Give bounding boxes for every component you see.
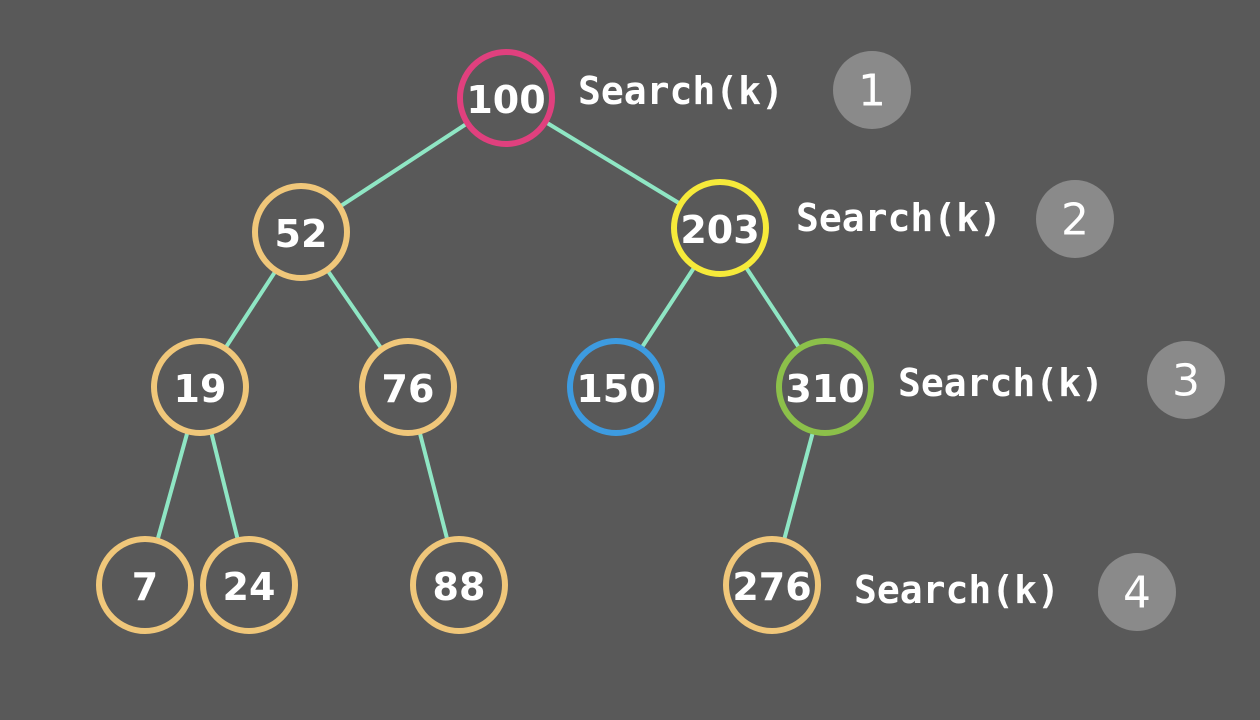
- step-badge: [1147, 341, 1225, 419]
- nodes: 100 52 203 19 76 150 310 7 24 88 276: [96, 49, 874, 634]
- search-step-4: Search(k) 4: [854, 553, 1176, 631]
- edge-n100-n203: [543, 119, 683, 207]
- search-label: Search(k): [578, 69, 784, 113]
- node-circle: [151, 338, 249, 436]
- node-label: 7: [132, 565, 158, 609]
- step-badge: [1036, 180, 1114, 258]
- node-circle: [567, 338, 665, 436]
- step-badge: [1098, 553, 1176, 631]
- node-label: 52: [275, 212, 328, 256]
- edge-n203-n150: [639, 264, 697, 351]
- step-number: 2: [1061, 195, 1089, 246]
- node-circle: [252, 183, 350, 281]
- edge-n100-n52: [337, 121, 470, 209]
- node-circle: [457, 49, 555, 147]
- tree-node-203: 203: [671, 179, 769, 277]
- edge-n52-n76: [325, 267, 384, 352]
- search-step-2: Search(k) 2: [796, 180, 1114, 258]
- tree-node-276: 276: [723, 536, 821, 634]
- tree-node-88: 88: [410, 536, 508, 634]
- node-label: 100: [466, 78, 545, 122]
- node-circle: [776, 338, 874, 436]
- node-label: 310: [785, 367, 864, 411]
- tree-node-19: 19: [151, 338, 249, 436]
- tree-node-100: 100: [457, 49, 555, 147]
- search-step-3: Search(k) 3: [898, 341, 1225, 419]
- step-number: 1: [858, 66, 886, 117]
- node-circle: [410, 536, 508, 634]
- step-number: 3: [1172, 356, 1200, 407]
- search-label: Search(k): [796, 196, 1002, 240]
- edges: [155, 119, 816, 543]
- node-circle: [200, 536, 298, 634]
- step-badge: [833, 51, 911, 129]
- tree-node-7: 7: [96, 536, 194, 634]
- node-label: 88: [433, 565, 486, 609]
- node-label: 150: [576, 367, 655, 411]
- node-label: 276: [732, 565, 811, 609]
- tree-node-150: 150: [567, 338, 665, 436]
- edge-n19-n7: [155, 429, 190, 543]
- tree-node-52: 52: [252, 183, 350, 281]
- node-circle: [96, 536, 194, 634]
- edge-n76-n88: [417, 429, 450, 543]
- search-label: Search(k): [898, 361, 1104, 405]
- node-circle: [671, 179, 769, 277]
- node-label: 24: [223, 565, 276, 609]
- step-number: 4: [1123, 568, 1151, 619]
- edge-n52-n19: [223, 268, 278, 351]
- search-label: Search(k): [854, 568, 1060, 612]
- edge-n310-n276: [781, 429, 816, 543]
- node-label: 203: [680, 208, 759, 252]
- node-circle: [359, 338, 457, 436]
- node-label: 76: [382, 367, 435, 411]
- edge-n19-n24: [209, 429, 240, 543]
- search-steps: Search(k) 1 Search(k) 2 Search(k) 3 Search(k) 4: [578, 51, 1225, 631]
- node-circle: [723, 536, 821, 634]
- tree-node-24: 24: [200, 536, 298, 634]
- search-step-1: Search(k) 1: [578, 51, 911, 129]
- edge-n203-n310: [743, 264, 802, 351]
- node-label: 19: [174, 367, 227, 411]
- tree-node-76: 76: [359, 338, 457, 436]
- tree-node-310: 310: [776, 338, 874, 436]
